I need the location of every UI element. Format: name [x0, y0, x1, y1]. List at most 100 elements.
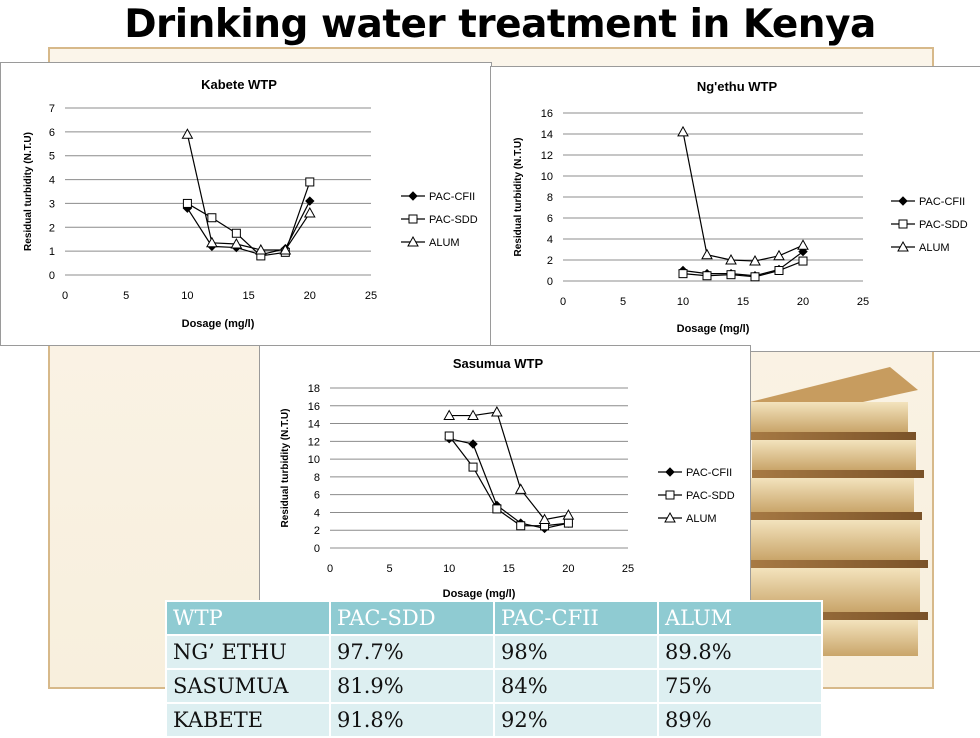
series-alum: [677, 125, 809, 266]
row-label: KABETE: [165, 702, 331, 738]
data-point: [444, 431, 454, 441]
x-tick-label: 10: [181, 290, 193, 302]
x-axis-label: Dosage (mg/l): [182, 318, 255, 330]
legend-entry: ALUM: [891, 240, 950, 254]
legend-marker: [665, 490, 675, 500]
legend-entry: PAC-CFII: [891, 196, 965, 208]
chart-title: Sasumua WTP: [453, 356, 544, 371]
data-point: [773, 249, 785, 261]
legend-label: ALUM: [919, 242, 950, 254]
y-axis-label: Residual turbidity (N.T.U): [513, 138, 524, 257]
legend-entry: PAC-CFII: [658, 467, 732, 479]
y-tick-label: 12: [308, 436, 320, 448]
y-tick-label: 0: [547, 276, 553, 288]
data-point: [514, 483, 527, 494]
legend-entry: PAC-CFII: [401, 191, 475, 203]
x-tick-label: 0: [560, 296, 566, 308]
legend-label: PAC-CFII: [429, 191, 475, 203]
legend-label: ALUM: [429, 237, 460, 249]
data-point: [725, 253, 737, 265]
y-tick-label: 16: [308, 401, 320, 413]
legend-marker: [664, 511, 676, 523]
x-tick-label: 0: [62, 290, 68, 302]
data-point: [303, 206, 316, 218]
data-point: [305, 196, 315, 206]
data-point: [491, 405, 503, 417]
x-tick-label: 10: [677, 296, 689, 308]
data-point: [207, 213, 217, 223]
data-point: [563, 518, 573, 528]
table-cell: 89%: [657, 702, 823, 738]
legend-label: ALUM: [686, 513, 717, 525]
y-tick-label: 2: [314, 525, 320, 537]
y-axis-label: Residual turbidity (N.T.U): [280, 409, 291, 528]
y-tick-label: 4: [49, 175, 55, 187]
data-point: [562, 509, 575, 520]
data-point: [206, 236, 218, 248]
x-tick-label: 25: [365, 290, 377, 302]
series-alum: [181, 128, 316, 255]
y-tick-label: 1: [49, 246, 55, 258]
legend-entry: PAC-SDD: [891, 219, 968, 231]
x-tick-label: 25: [622, 563, 634, 575]
legend-marker: [407, 235, 419, 247]
legend-label: PAC-CFII: [919, 196, 965, 208]
data-point: [279, 243, 292, 255]
x-tick-label: 5: [620, 296, 626, 308]
table-cell: 81.9%: [329, 668, 495, 704]
series-line: [449, 411, 569, 521]
table-cell: 91.8%: [329, 702, 495, 738]
sasumua-chart: Sasumua WTP 0 2 4 6 8 10 12 14 16 18 0 5 10 15 20 25 Dosa…: [259, 345, 751, 609]
chart-title: Ng'ethu WTP: [697, 79, 778, 94]
data-point: [677, 125, 689, 137]
data-point: [230, 237, 243, 249]
data-point: [797, 239, 809, 250]
y-tick-label: 0: [49, 270, 55, 282]
y-tick-label: 6: [49, 127, 55, 139]
x-axis-label: Dosage (mg/l): [677, 323, 750, 335]
legend-marker: [897, 240, 909, 252]
kabete-chart: Kabete WTP 0 1 2 3 4 5 6 7 0 5 10 15 20 25 Dosage (mg/l…: [0, 62, 492, 346]
data-point: [749, 255, 761, 266]
data-point: [750, 272, 760, 282]
legend-entry: ALUM: [401, 235, 460, 249]
row-label: NG’ ETHU: [165, 634, 331, 670]
x-tick-label: 15: [503, 563, 515, 575]
table-row: KABETE 91.8% 92% 89%: [165, 702, 823, 738]
ngethu-chart-svg: Ng'ethu WTP 0 2 4 6 8 10 12 14 16 0 5 10 15 20 25 Dosage…: [513, 79, 968, 335]
header-cell-alum: ALUM: [657, 600, 823, 636]
x-tick-label: 20: [304, 290, 316, 302]
legend-entry: PAC-SDD: [658, 490, 735, 502]
chart-title: Kabete WTP: [201, 77, 277, 92]
table-row: NG’ ETHU 97.7% 98% 89.8%: [165, 634, 823, 670]
legend-label: PAC-SDD: [919, 219, 968, 231]
y-tick-label: 10: [541, 171, 553, 183]
data-point: [181, 128, 194, 139]
series-alum: [443, 405, 575, 525]
legend-marker: [408, 214, 418, 224]
data-point: [701, 248, 713, 260]
x-tick-label: 20: [562, 563, 574, 575]
data-point: [492, 504, 502, 514]
data-point: [182, 198, 192, 208]
x-tick-label: 15: [242, 290, 254, 302]
y-tick-label: 14: [308, 419, 320, 431]
y-tick-label: 6: [547, 213, 553, 225]
x-tick-label: 0: [327, 563, 333, 575]
y-tick-label: 8: [547, 192, 553, 204]
y-tick-label: 3: [49, 198, 55, 210]
table-cell: 98%: [493, 634, 659, 670]
table-cell: 97.7%: [329, 634, 495, 670]
legend-marker: [898, 196, 908, 206]
header-cell-pac-sdd: PAC-SDD: [329, 600, 495, 636]
y-tick-label: 0: [314, 543, 320, 555]
data-point: [678, 269, 688, 279]
x-tick-label: 25: [857, 296, 869, 308]
series-line: [186, 134, 311, 251]
header-cell-pac-cfii: PAC-CFII: [493, 600, 659, 636]
page-title: Drinking water treatment in Kenya: [124, 2, 876, 47]
x-tick-label: 5: [387, 563, 393, 575]
data-point: [702, 271, 712, 281]
y-tick-label: 16: [541, 108, 553, 120]
table-cell: 92%: [493, 702, 659, 738]
